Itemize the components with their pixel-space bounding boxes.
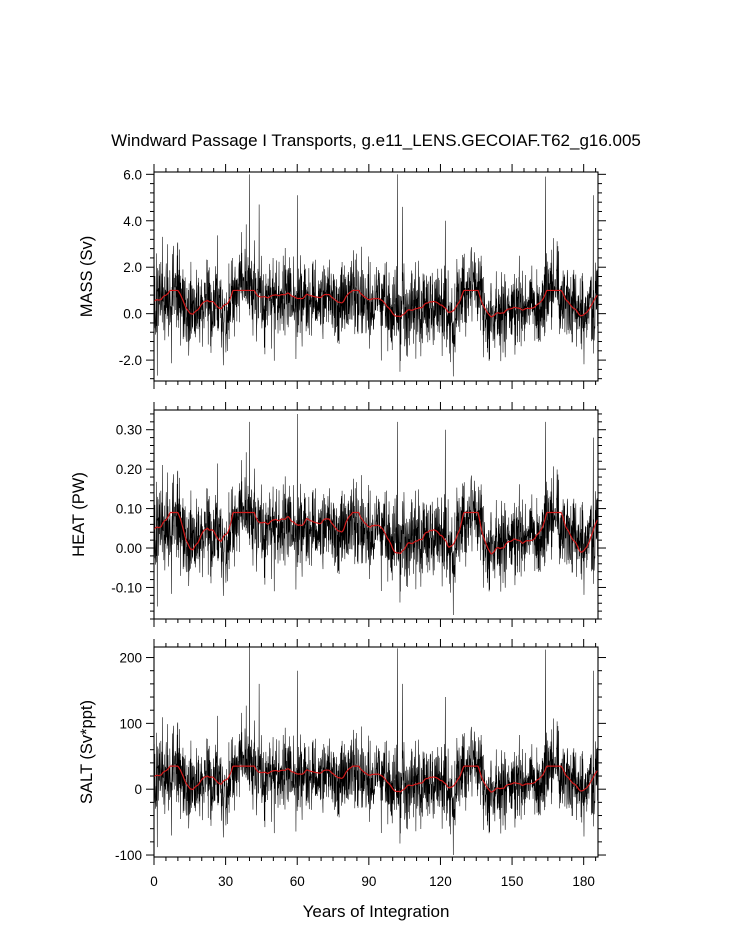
plot-frame bbox=[153, 171, 599, 382]
y-axis-label: SALT (Sv*ppt) bbox=[78, 700, 96, 804]
y-tick-label: 4.0 bbox=[123, 214, 142, 229]
x-tick-label: 30 bbox=[218, 874, 233, 889]
y-tick-label: 0.00 bbox=[116, 541, 142, 556]
x-tick-label: 60 bbox=[290, 874, 305, 889]
x-tick-label: 90 bbox=[361, 874, 376, 889]
y-tick-label: -100 bbox=[115, 848, 142, 863]
panel-1: -2.0 0.0 2.0 4.0 6.0 MASS (Sv) bbox=[78, 164, 606, 389]
x-axis-label: Years of Integration bbox=[303, 902, 450, 921]
y-tick-label: 100 bbox=[119, 716, 142, 731]
y-tick-label: 0 bbox=[134, 782, 142, 797]
x-tick-label: 0 bbox=[150, 874, 158, 889]
y-axis-label: MASS (Sv) bbox=[78, 236, 96, 318]
y-tick-label: 2.0 bbox=[123, 260, 142, 275]
monthly-series-line bbox=[154, 174, 598, 377]
y-tick-label: 200 bbox=[119, 651, 142, 666]
y-tick-label: 0.20 bbox=[116, 462, 142, 477]
y-tick-label: 0.30 bbox=[116, 423, 142, 438]
chart-title: Windward Passage I Transports, g.e11_LEN… bbox=[111, 131, 641, 150]
y-axis-label: HEAT (PW) bbox=[70, 472, 88, 557]
y-tick-label: 0.10 bbox=[116, 502, 142, 517]
monthly-series-line bbox=[154, 413, 598, 616]
y-tick-label: 0.0 bbox=[123, 307, 142, 322]
plot-frame bbox=[153, 646, 599, 858]
x-tick-label: 120 bbox=[429, 874, 452, 889]
smoothed-series-line bbox=[154, 765, 598, 793]
x-tick-label: 180 bbox=[572, 874, 595, 889]
y-tick-label: -2.0 bbox=[119, 353, 142, 368]
smoothed-series-line bbox=[154, 511, 598, 555]
plot-frame bbox=[153, 409, 599, 620]
x-tick-label: 150 bbox=[501, 874, 524, 889]
monthly-series-line bbox=[154, 647, 598, 856]
y-tick-label: 6.0 bbox=[123, 167, 142, 182]
y-tick-label: -0.10 bbox=[111, 580, 142, 595]
panel-2: -0.10 0.00 0.10 0.20 0.30 HEAT (PW) bbox=[70, 402, 606, 627]
panel-3: -100 0 100 200 0 30 60 90 120 150 180 SALT (Sv*ppt) bbox=[78, 639, 606, 889]
smoothed-series-line bbox=[154, 289, 598, 318]
panels: -2.0 0.0 2.0 4.0 6.0 MASS (Sv) -0.10 0.00 0.10 0.… bbox=[70, 164, 606, 889]
